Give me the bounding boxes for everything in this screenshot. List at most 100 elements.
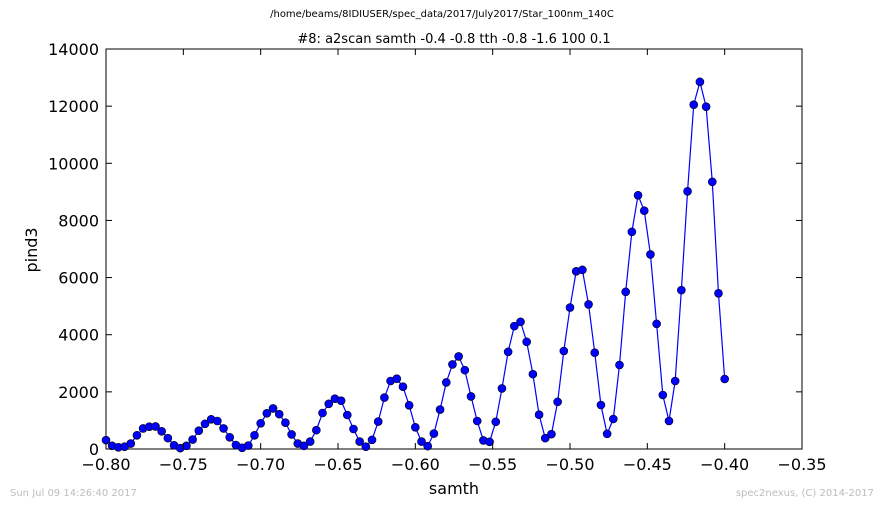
data-point: [553, 397, 562, 407]
data-point: [429, 429, 439, 438]
data-point: [707, 177, 717, 187]
data-point: [361, 442, 371, 452]
data-point: [305, 437, 315, 446]
data-point: [658, 390, 668, 400]
data-point: [312, 425, 321, 435]
data-point: [547, 429, 556, 439]
data-point: [225, 432, 235, 442]
data-point: [324, 399, 334, 409]
x-tick-label: −0.70: [236, 455, 285, 474]
data-point: [243, 441, 253, 450]
y-tick-label: 10000: [48, 154, 99, 173]
data-point: [664, 416, 674, 426]
data-point: [268, 404, 278, 413]
data-point: [367, 435, 377, 445]
data-point: [132, 430, 142, 440]
data-point: [287, 430, 296, 439]
data-point: [609, 414, 618, 424]
plot-title: #8: a2scan samth -0.4 -0.8 tth -0.8 -1.6…: [297, 32, 610, 47]
x-tick-label: −0.40: [700, 455, 749, 474]
data-point: [677, 285, 686, 295]
data-point: [392, 374, 402, 384]
data-point: [472, 416, 482, 426]
data-point: [565, 303, 575, 312]
data-point: [503, 347, 513, 357]
data-point: [441, 378, 451, 387]
data-point: [126, 439, 136, 448]
data-point: [683, 186, 692, 196]
data-point: [256, 418, 265, 428]
data-point: [200, 419, 210, 429]
x-axis-label: samth: [429, 479, 479, 498]
series-layer: [101, 77, 729, 453]
data-point: [281, 418, 290, 428]
data-point: [349, 424, 358, 434]
data-point: [274, 409, 284, 419]
data-point: [398, 382, 408, 392]
data-point: [497, 384, 507, 393]
data-point: [411, 422, 420, 432]
x-tick-label: −0.45: [623, 455, 672, 474]
data-point: [639, 206, 649, 216]
data-point: [163, 433, 173, 443]
data-point: [485, 437, 494, 447]
data-point: [342, 410, 352, 420]
data-point: [621, 287, 630, 297]
data-point: [219, 424, 228, 433]
y-tick-label: 14000: [48, 40, 99, 59]
data-point: [646, 250, 655, 259]
data-point: [454, 352, 463, 361]
footer-credit: spec2nexus, (C) 2014-2017: [735, 488, 874, 499]
data-point: [355, 437, 364, 446]
data-point: [491, 417, 501, 427]
data-point: [188, 435, 197, 444]
data-point: [417, 437, 426, 446]
y-tick-label: 0: [89, 440, 99, 459]
y-tick-label: 8000: [58, 211, 99, 230]
axes-frame: [105, 48, 803, 450]
data-point: [584, 300, 593, 309]
data-point: [701, 102, 711, 112]
data-point: [404, 400, 414, 410]
data-point: [213, 416, 222, 426]
x-tick-label: −0.65: [313, 455, 362, 474]
y-axis-label: pind3: [22, 227, 41, 272]
data-point: [151, 422, 160, 431]
data-point: [194, 426, 204, 436]
data-point: [157, 426, 166, 436]
data-point: [615, 360, 624, 370]
data-point: [652, 319, 661, 329]
data-point: [590, 348, 600, 358]
x-tick-label: −0.60: [391, 455, 440, 474]
data-point: [578, 265, 587, 275]
plot-area: [105, 48, 803, 450]
data-point: [373, 417, 383, 426]
data-point: [336, 396, 346, 406]
data-point: [262, 408, 272, 418]
file-path-title: /home/beams/8IDIUSER/spec_data/2017/July…: [270, 9, 614, 20]
data-point: [466, 392, 476, 401]
data-point: [182, 441, 191, 451]
data-point: [299, 441, 309, 451]
x-tick-label: −0.50: [545, 455, 594, 474]
data-point: [627, 227, 637, 237]
data-point: [720, 374, 729, 384]
data-point: [596, 400, 606, 410]
y-tick-label: 6000: [58, 269, 99, 288]
data-point: [250, 430, 259, 440]
data-point: [380, 393, 389, 402]
data-point: [559, 346, 569, 356]
x-tick-label: −0.80: [81, 455, 130, 474]
y-tick-label: 4000: [58, 326, 99, 345]
footer-timestamp: Sun Jul 09 14:26:40 2017: [10, 488, 137, 499]
data-point: [602, 429, 612, 439]
data-point: [522, 337, 531, 347]
data-point: [448, 360, 457, 369]
data-point: [435, 405, 445, 414]
data-point: [318, 408, 327, 418]
series-line: [105, 79, 726, 449]
y-tick-label: 2000: [58, 383, 99, 402]
x-tick-label: −0.75: [159, 455, 208, 474]
data-point: [460, 365, 470, 375]
